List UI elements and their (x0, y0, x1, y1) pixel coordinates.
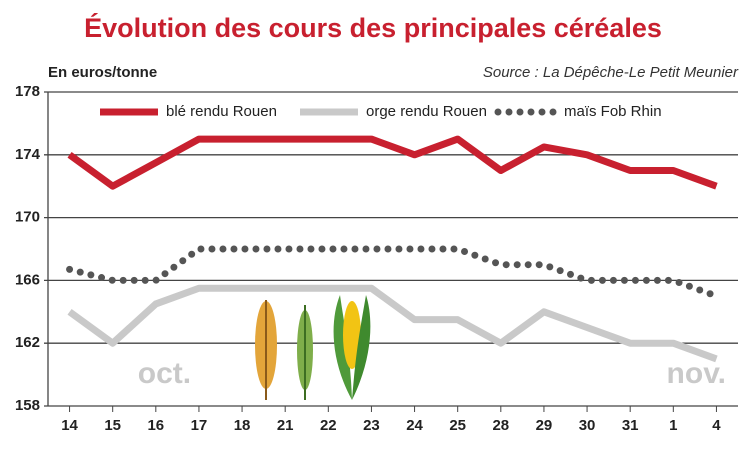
x-tick-label: 29 (536, 417, 553, 434)
x-tick-label: 17 (191, 417, 208, 434)
x-tick-label: 23 (363, 417, 380, 434)
chart-title: Évolution des cours des principales céré… (84, 12, 662, 43)
y-tick-label: 174 (15, 146, 41, 163)
y-tick-label: 158 (15, 397, 40, 414)
x-tick-label: 30 (579, 417, 596, 434)
x-tick-label: 24 (406, 417, 423, 434)
y-tick-label: 162 (15, 334, 40, 351)
grain-icons (255, 295, 371, 400)
series-line (67, 135, 718, 190)
annotation: nov. (667, 357, 726, 390)
annotation: oct. (138, 357, 191, 390)
x-tick-label: 22 (320, 417, 337, 434)
x-tick-label: 18 (234, 417, 251, 434)
x-tick-label: 28 (492, 417, 509, 434)
x-tick-label: 21 (277, 417, 294, 434)
x-tick-label: 25 (449, 417, 466, 434)
x-tick-label: 14 (61, 417, 78, 434)
source: Source : La Dépêche-Le Petit Meunier (483, 64, 739, 81)
y-tick-label: 170 (15, 209, 40, 226)
legend-label: maïs Fob Rhin (564, 103, 662, 120)
legend-label: blé rendu Rouen (166, 103, 277, 120)
series-line (66, 245, 720, 300)
x-tick-label: 15 (104, 417, 121, 434)
x-tick-label: 31 (622, 417, 639, 434)
y-tick-label: 178 (15, 83, 40, 100)
x-tick-label: 16 (147, 417, 164, 434)
y-axis-label: En euros/tonne (48, 64, 157, 81)
y-tick-label: 166 (15, 271, 40, 288)
series-line (67, 284, 718, 363)
x-tick-label: 1 (669, 417, 677, 434)
legend-label: orge rendu Rouen (366, 103, 487, 120)
x-tick-label: 4 (712, 417, 721, 434)
